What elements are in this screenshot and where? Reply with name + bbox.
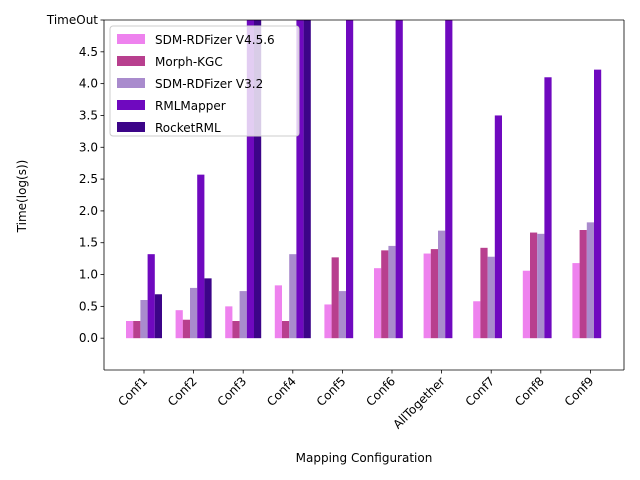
bar-sdm-rdfizer-v4-5-6-conf3 [225,306,233,339]
bar-sdm-rdfizer-v4-5-6-conf7 [473,301,481,339]
bar-rmlmapper-conf4 [296,20,304,339]
x-tick-label: Conf6 [363,374,398,409]
bar-sdm-rdfizer-v3-2-conf4 [289,254,297,339]
y-tick-label: 0.0 [79,331,98,345]
legend-label: RMLMapper [155,99,226,113]
x-tick-label: Conf2 [165,374,200,409]
y-tick-label: 1.5 [79,236,98,250]
y-tick-label: 2.5 [79,172,98,186]
bar-sdm-rdfizer-v4-5-6-alltogether [423,253,431,339]
legend-label: SDM-RDFizer V4.5.6 [155,33,275,47]
bar-rocketrml-conf1 [154,294,162,339]
y-tick-label: 3.5 [79,108,98,122]
legend: SDM-RDFizer V4.5.6 Morph-KGC SDM-RDFizer V… [109,25,300,137]
bar-morph-kgc-conf4 [282,321,290,339]
bar-sdm-rdfizer-v3-2-conf3 [239,291,247,339]
bar-sdm-rdfizer-v4-5-6-conf8 [522,270,530,339]
bar-rmlmapper-conf6 [395,20,403,339]
bar-rocketrml-conf2 [204,278,212,339]
bar-sdm-rdfizer-v4-5-6-conf6 [374,268,382,339]
bar-morph-kgc-conf9 [579,230,587,339]
y-axis-label: Time(log(s)) [15,160,29,234]
bar-rmlmapper-conf2 [197,174,205,339]
bar-rmlmapper-conf9 [594,69,602,339]
bar-sdm-rdfizer-v3-2-conf1 [140,300,148,339]
legend-label: Morph-KGC [155,55,223,69]
bar-sdm-rdfizer-v3-2-alltogether [438,230,446,339]
bar-morph-kgc-conf3 [232,321,240,339]
bar-morph-kgc-conf5 [331,257,339,339]
legend-swatch [117,122,145,132]
bar-sdm-rdfizer-v4-5-6-conf4 [274,285,282,339]
y-tick-label: 2.0 [79,204,98,218]
bar-morph-kgc-conf2 [182,319,190,339]
legend-label: RocketRML [155,121,221,135]
y-tick-label: TimeOut [46,13,98,27]
legend-label: SDM-RDFizer V3.2 [155,77,263,91]
bar-rmlmapper-alltogether [445,20,453,339]
x-tick-label: Conf1 [115,374,150,409]
bar-sdm-rdfizer-v3-2-conf7 [487,256,495,339]
bar-sdm-rdfizer-v4-5-6-conf5 [324,304,332,339]
bar-morph-kgc-conf7 [480,247,488,339]
bars-layer [126,20,602,339]
y-tick-label: 1.0 [79,268,98,282]
bar-sdm-rdfizer-v3-2-conf5 [338,291,346,339]
bar-rmlmapper-conf7 [494,115,502,339]
bar-sdm-rdfizer-v4-5-6-conf9 [572,263,580,339]
y-ticks: 0.0 0.5 1.0 1.5 2.0 2.5 3.0 3.5 4.0 4.5 TimeOut [46,13,104,345]
x-tick-label: Conf9 [562,374,597,409]
bar-sdm-rdfizer-v3-2-conf9 [586,222,594,339]
axes [103,19,625,371]
legend-box [109,25,300,137]
bar-sdm-rdfizer-v3-2-conf8 [537,233,545,339]
y-tick-label: 4.5 [79,45,98,59]
bar-morph-kgc-conf8 [530,232,538,339]
x-ticks: Conf1 Conf2 Conf3 Conf4 Conf5 Conf6AllTogethe… [115,370,597,432]
x-axis-label: Mapping Configuration [296,451,433,465]
bar-rmlmapper-conf5 [346,20,354,339]
bar-sdm-rdfizer-v4-5-6-conf2 [175,310,183,339]
bar-rmlmapper-conf3 [246,20,254,339]
legend-swatch [117,78,145,88]
x-tick-label: AllTogether [390,374,447,431]
bar-rmlmapper-conf8 [544,77,552,339]
y-tick-label: 3.0 [79,140,98,154]
x-tick-label: Conf5 [314,374,349,409]
legend-swatch [117,34,145,44]
legend-swatch [117,100,145,110]
bar-sdm-rdfizer-v3-2-conf6 [388,245,396,339]
x-tick-label: Conf3 [215,374,250,409]
bar-morph-kgc-conf6 [381,250,389,339]
bar-rocketrml-conf3 [254,20,262,339]
bar-sdm-rdfizer-v4-5-6-conf1 [126,321,134,339]
x-tick-label: Conf4 [264,374,299,409]
y-tick-label: 0.5 [79,299,98,313]
bar-rmlmapper-conf1 [147,254,155,339]
y-tick-label: 4.0 [79,77,98,91]
bar-morph-kgc-alltogether [430,249,438,339]
bar-morph-kgc-conf1 [133,321,141,339]
x-tick-label: Conf7 [463,374,498,409]
x-tick-label: Conf8 [512,374,547,409]
bar-sdm-rdfizer-v3-2-conf2 [190,287,198,339]
bar-rocketrml-conf4 [303,20,311,339]
legend-swatch [117,56,145,66]
